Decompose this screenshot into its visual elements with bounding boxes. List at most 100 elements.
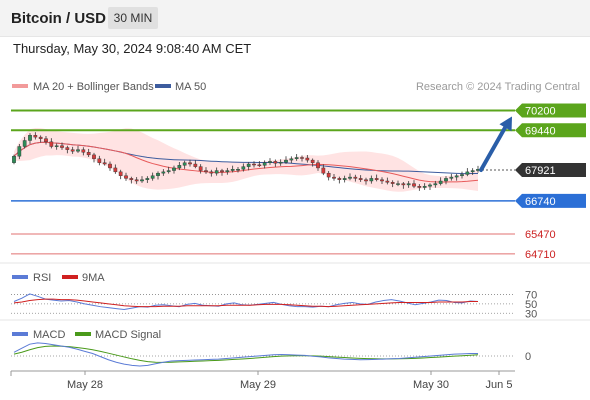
- bull-candle-body: [12, 155, 16, 163]
- ma20-line: [13, 141, 479, 183]
- current-price-line-badge: [515, 162, 586, 177]
- candle: [81, 147, 86, 156]
- pivot-line-badge: [515, 193, 586, 208]
- bear-candle-body: [97, 158, 102, 163]
- bull-candle-body: [369, 178, 374, 182]
- bull-candle-body: [241, 166, 246, 170]
- legend-ma20-label: MA 20 + Bollinger Bands: [33, 81, 154, 93]
- bull-candle-body: [76, 149, 80, 152]
- legend-macd-signal-label: MACD Signal: [95, 329, 161, 341]
- legend-macd-swatch: [12, 332, 28, 336]
- bear-candle-body: [65, 147, 70, 150]
- bull-candle-body: [156, 172, 160, 176]
- bear-candle-body: [86, 152, 91, 156]
- bear-candle-body: [44, 138, 48, 143]
- forecast-arrow-head: [499, 116, 512, 132]
- candle: [294, 154, 299, 161]
- candle: [65, 145, 70, 154]
- candle: [188, 159, 192, 167]
- candle: [326, 170, 331, 181]
- bull-candle-body: [444, 178, 448, 182]
- bull-candle-body: [342, 178, 347, 180]
- bear-candle-body: [374, 178, 379, 180]
- timestamp: Thursday, May 30, 2024 9:08:40 AM CET: [13, 41, 252, 56]
- bull-candle-body: [182, 162, 187, 166]
- macd-line: [13, 342, 478, 367]
- candle: [60, 142, 64, 150]
- bear-candle-body: [129, 178, 134, 180]
- candle: [273, 159, 278, 167]
- candle: [108, 161, 112, 171]
- candle: [12, 154, 16, 165]
- bull-candle-body: [460, 174, 464, 176]
- candle: [449, 173, 454, 181]
- bull-candle-body: [214, 170, 219, 174]
- bear-candle-body: [390, 182, 395, 184]
- support-line-1-value: 65470: [525, 229, 556, 241]
- rsi-level-label: 50: [525, 299, 537, 311]
- candle: [204, 167, 208, 174]
- legend-rsi-swatch: [12, 275, 28, 279]
- bull-candle-body: [172, 167, 176, 171]
- bull-candle-body: [289, 158, 294, 161]
- bull-candle-body: [278, 161, 283, 164]
- bear-candle-body: [124, 175, 128, 179]
- support-line-2-value: 64710: [525, 249, 556, 261]
- bear-candle-body: [358, 178, 363, 180]
- candle: [214, 167, 219, 176]
- candle: [230, 165, 235, 173]
- candle: [156, 171, 160, 180]
- bull-candle-body: [438, 180, 443, 184]
- candle: [401, 182, 406, 189]
- candle: [358, 175, 363, 182]
- bear-candle-body: [204, 170, 208, 173]
- candle: [70, 146, 75, 154]
- candle: [225, 167, 230, 175]
- rsi-line: [13, 293, 479, 311]
- macd-panel: 0: [11, 342, 531, 367]
- bear-candle-body: [337, 178, 342, 180]
- candle: [369, 175, 374, 184]
- bull-candle-body: [396, 183, 400, 185]
- rsi-level-label: 70: [525, 289, 537, 301]
- bear-candle-body: [193, 163, 198, 167]
- bear-candle-body: [364, 179, 368, 182]
- candle: [316, 160, 320, 171]
- candle: [177, 162, 182, 171]
- candle: [92, 152, 96, 163]
- legend-ma50-label: MA 50: [175, 81, 206, 93]
- candle: [412, 180, 416, 189]
- x-axis: May 28 May 29 May 30 Jun 5: [10, 371, 513, 391]
- bull-candle-body: [177, 165, 182, 169]
- x-tick-label: Jun 5: [486, 379, 513, 391]
- candlesticks: [12, 132, 480, 191]
- bull-candle-body: [161, 171, 166, 174]
- interval-button[interactable]: 30 MIN: [108, 7, 158, 29]
- forecast-arrow: [479, 116, 512, 172]
- candle: [241, 163, 246, 172]
- candle: [54, 143, 59, 150]
- candle: [433, 180, 438, 188]
- candle: [289, 156, 294, 164]
- candle: [193, 160, 198, 169]
- candle: [321, 164, 326, 176]
- bull-candle-body: [262, 162, 267, 166]
- candle: [172, 165, 176, 174]
- bull-candle-body: [246, 163, 251, 167]
- moving-averages: [13, 141, 479, 183]
- bull-candle-body: [406, 183, 411, 186]
- bear-candle-body: [257, 164, 262, 167]
- candle: [220, 168, 224, 176]
- bear-candle-body: [310, 159, 315, 163]
- pivot-line-value: 66740: [525, 196, 556, 208]
- candle: [28, 133, 32, 144]
- candle: [300, 155, 304, 162]
- candle: [422, 183, 427, 190]
- candle: [118, 169, 123, 180]
- candle: [428, 183, 432, 190]
- bear-candle-body: [321, 167, 326, 174]
- current-price-line-value: 67921: [525, 165, 556, 177]
- candle: [252, 161, 256, 168]
- candle: [124, 172, 128, 181]
